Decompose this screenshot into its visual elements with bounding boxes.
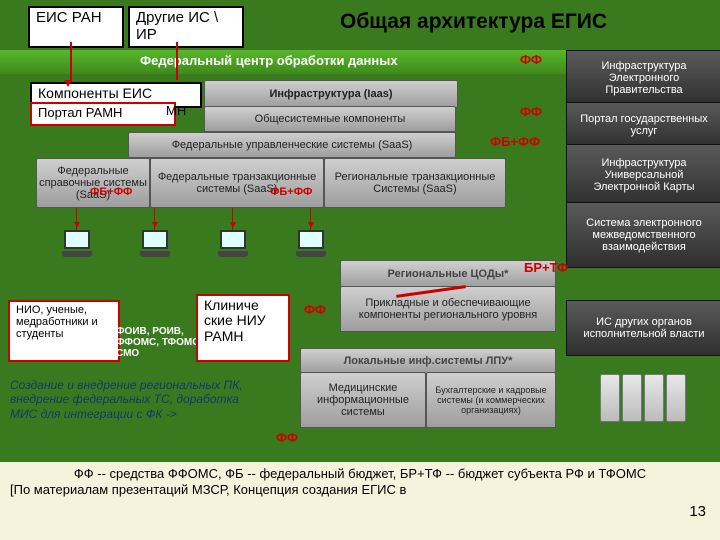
bar-med-inf: Медицинские информационные системы [300, 372, 426, 428]
bar-fed-ref: Федеральные справочные системы (SaaS) [36, 158, 150, 208]
bar-reg-trans: Региональные транзакционные Системы (Saa… [324, 158, 506, 208]
bar-common-comp: Общесистемные компоненты [204, 106, 456, 132]
bar-reg-comp: Прикладные и обеспечивающие компоненты р… [340, 286, 556, 332]
right-uek: Инфраструктура Универсальной Электронной… [566, 144, 720, 206]
arrow-icon [232, 208, 233, 230]
bar-local: Локальные инф.системы ЛПУ* [300, 348, 556, 374]
portal-suffix: МН [166, 103, 186, 118]
page-number: 13 [689, 503, 706, 522]
tag-fbff: ФБ+ФФ [490, 134, 540, 149]
label-foiv: ФОИВ, РОИВ, ФФОМС, ТФОМС, СМО [116, 326, 206, 359]
arrow-icon [70, 42, 72, 82]
laptop-icon [216, 230, 250, 256]
box-nio: НИО, ученые, медработники и студенты [8, 300, 120, 362]
footer-line2: [По материалам презентаций МЗСР, Концепц… [10, 482, 710, 498]
tag-ff: ФФ [520, 104, 542, 119]
bar-buh: Бухгалтерские и кадровые системы (и комм… [426, 372, 556, 428]
tag-brtf: БР+ТФ [524, 260, 568, 275]
tag-fbff: ФБ+ФФ [270, 186, 312, 198]
right-smev: Система электронного межведомственного в… [566, 202, 720, 268]
note-text: Создание и внедрение региональных ПК, вн… [10, 378, 260, 421]
arrow-icon [176, 42, 178, 80]
laptop-icon [294, 230, 328, 256]
footer: ФФ -- средства ФФОМС, ФБ -- федеральный … [0, 462, 720, 540]
tag-ff: ФФ [276, 430, 298, 445]
bar-iaas: Инфраструктура (Iaas) [204, 80, 458, 108]
tag-ff: ФФ [304, 302, 326, 317]
right-portal-gos: Портал государственных услуг [566, 102, 720, 148]
box-other-is: Другие ИС \ ИР [128, 6, 244, 48]
tag-ff: ФФ [520, 52, 542, 67]
laptop-icon [138, 230, 172, 256]
bar-fcod: Федеральный центр обработки данных [140, 53, 398, 68]
arrow-icon [76, 208, 77, 230]
box-portal-ramn: Портал РАМН [30, 102, 176, 126]
servers-icon [600, 374, 686, 422]
footer-line1: ФФ -- средства ФФОМС, ФБ -- федеральный … [10, 466, 710, 482]
arrowhead-icon [64, 80, 72, 91]
bar-fed-trans: Федеральные транзакционные системы (SaaS… [150, 158, 324, 208]
laptop-icon [60, 230, 94, 256]
arrow-icon [310, 208, 311, 230]
right-infra-gov: Инфраструктура Электронного Правительств… [566, 50, 720, 106]
tag-fbff: ФБ+ФФ [90, 186, 132, 198]
right-other-is: ИС других органов исполнительной власти [566, 300, 720, 356]
arrow-icon [154, 208, 155, 230]
bar-fed-mgmt: Федеральные управленческие системы (SaaS… [128, 132, 456, 158]
page-title: Общая архитектура ЕГИС [340, 10, 607, 34]
box-clinic: Клиниче ские НИУ РАМН [196, 294, 290, 362]
box-eis-ran: ЕИС РАН [28, 6, 124, 48]
